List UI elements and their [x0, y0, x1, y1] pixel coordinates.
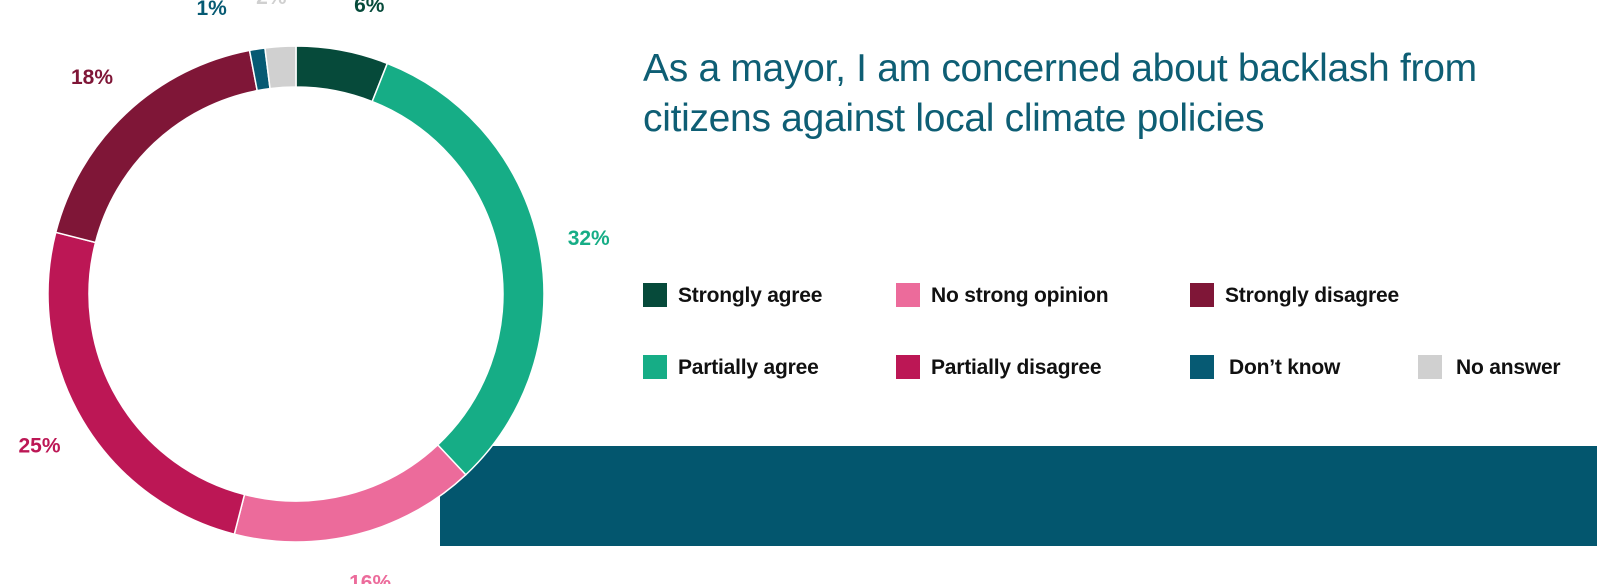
legend-swatch-strongly-agree	[643, 283, 667, 307]
slice-label-no-answer: 2%	[256, 0, 287, 9]
decorative-band	[440, 446, 1597, 546]
legend-label-partially-agree: Partially agree	[678, 356, 819, 379]
legend-label-no-strong-opinion: No strong opinion	[931, 284, 1109, 307]
slice-label-partially-agree: 32%	[568, 227, 610, 250]
legend-swatch-no-answer	[1418, 355, 1442, 379]
donut-slice-partially-disagree	[47, 231, 246, 536]
slice-label-partially-disagree: 25%	[18, 435, 60, 458]
slice-labels: 6% 32% 16% 25% 18% 1% 2%	[18, 0, 610, 584]
donut-slice-no-answer	[264, 45, 297, 90]
slice-label-strongly-agree: 6%	[354, 0, 385, 17]
legend-label-partially-disagree: Partially disagree	[931, 356, 1102, 379]
legend-swatch-dont-know	[1190, 355, 1214, 379]
legend-swatch-partially-agree	[643, 355, 667, 379]
legend-label-dont-know: Don’t know	[1229, 356, 1341, 379]
legend-label-strongly-disagree: Strongly disagree	[1225, 284, 1399, 307]
legend-label-no-answer: No answer	[1456, 356, 1561, 379]
donut-slice-partially-agree	[371, 62, 545, 476]
donut-slice-no-strong-opinion	[233, 443, 467, 543]
legend-swatch-strongly-disagree	[1190, 283, 1214, 307]
donut-slice-strongly-agree	[295, 45, 389, 103]
slice-label-no-strong-opinion: 16%	[349, 572, 391, 584]
slice-label-strongly-disagree: 18%	[71, 66, 113, 89]
legend-label-strongly-agree: Strongly agree	[678, 284, 823, 307]
legend-swatch-partially-disagree	[896, 355, 920, 379]
slice-label-dont-know: 1%	[196, 0, 227, 20]
legend-swatch-no-strong-opinion	[896, 283, 920, 307]
donut-slices	[47, 45, 545, 543]
chart-title: As a mayor, I am concerned about backlas…	[643, 47, 1477, 140]
